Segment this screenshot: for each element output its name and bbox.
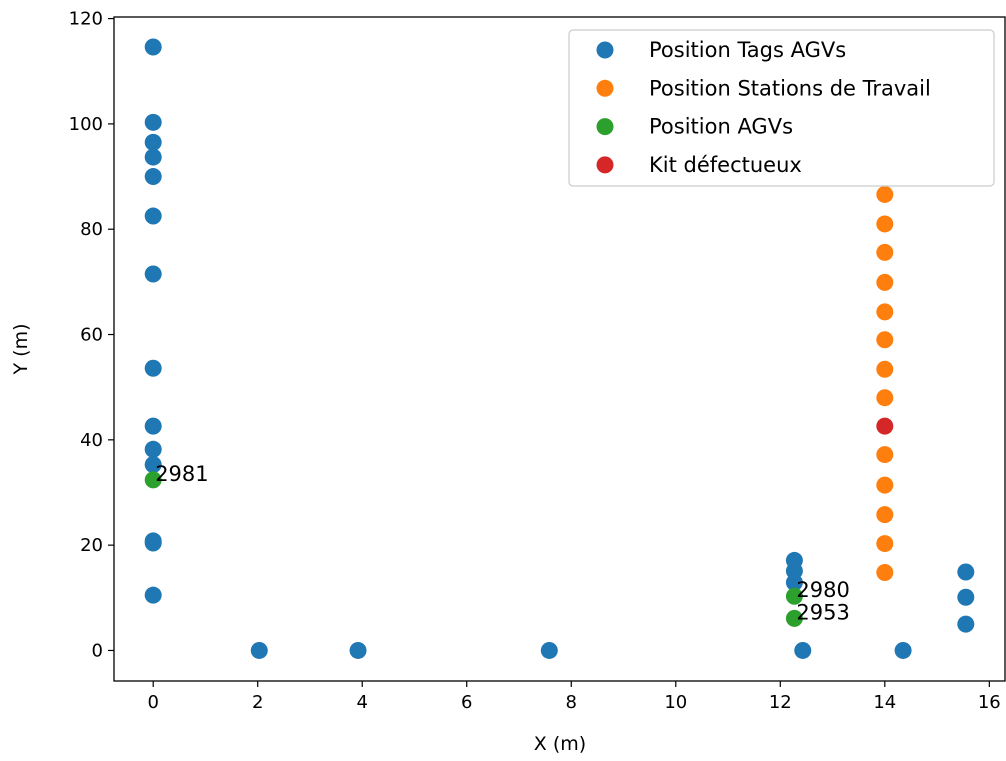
y-axis-ticks: 0 20 40 60 80 100 120 xyxy=(69,9,114,661)
x-tick-label: 8 xyxy=(566,692,577,713)
legend-label: Position AGVs xyxy=(649,115,793,139)
data-point xyxy=(144,38,162,56)
series-1 xyxy=(876,185,894,582)
data-point xyxy=(894,641,912,659)
data-point xyxy=(794,641,812,659)
data-point xyxy=(144,113,162,131)
y-tick-label: 40 xyxy=(80,430,103,451)
data-point xyxy=(144,440,162,458)
data-point xyxy=(144,133,162,151)
data-point xyxy=(876,303,894,321)
x-tick-label: 10 xyxy=(664,692,687,713)
axes-frame xyxy=(113,16,1006,682)
series-2 xyxy=(144,471,803,627)
y-tick-label: 80 xyxy=(80,219,103,240)
y-tick-label: 60 xyxy=(80,325,103,346)
x-tick-label: 12 xyxy=(769,692,792,713)
data-point xyxy=(144,456,162,474)
x-tick-label: 2 xyxy=(252,692,263,713)
point-annotation: 2981 xyxy=(155,462,208,486)
data-point xyxy=(876,535,894,553)
legend-marker xyxy=(596,41,614,59)
data-point xyxy=(957,563,975,581)
data-point xyxy=(144,148,162,166)
data-point xyxy=(785,609,803,627)
x-axis-label: X (m) xyxy=(534,733,586,755)
data-point xyxy=(876,243,894,261)
data-point xyxy=(540,641,558,659)
data-point xyxy=(876,215,894,233)
y-tick-label: 0 xyxy=(92,640,103,661)
data-point xyxy=(144,417,162,435)
data-point xyxy=(876,446,894,464)
data-point xyxy=(876,476,894,494)
legend-marker xyxy=(596,79,614,97)
y-axis-label: Y (m) xyxy=(10,324,32,376)
data-point xyxy=(876,564,894,582)
x-tick-label: 6 xyxy=(461,692,472,713)
y-tick-label: 120 xyxy=(69,9,103,30)
data-point xyxy=(144,471,162,489)
x-tick-label: 16 xyxy=(978,692,1001,713)
data-point xyxy=(876,506,894,524)
legend-marker xyxy=(596,156,614,174)
data-point xyxy=(144,207,162,225)
series-0 xyxy=(144,38,975,659)
legend-label: Kit défectueux xyxy=(649,153,802,177)
series-3 xyxy=(876,417,894,435)
x-axis-ticks: 0 2 4 6 8 10 12 14 16 xyxy=(147,681,1001,713)
point-annotation: 2953 xyxy=(796,600,849,624)
x-tick-label: 14 xyxy=(873,692,896,713)
data-point xyxy=(876,389,894,407)
data-point xyxy=(144,534,162,552)
data-point xyxy=(785,587,803,605)
data-point xyxy=(144,265,162,283)
data-point xyxy=(876,360,894,378)
data-point xyxy=(144,586,162,604)
x-tick-label: 4 xyxy=(356,692,367,713)
data-point xyxy=(349,641,367,659)
data-point xyxy=(144,359,162,377)
data-point xyxy=(957,588,975,606)
data-point xyxy=(785,574,803,592)
data-point xyxy=(876,273,894,291)
y-tick-label: 20 xyxy=(80,535,103,556)
data-point xyxy=(876,331,894,349)
legend: Position Tags AGVs Position Stations de T… xyxy=(568,29,995,187)
legend-marker xyxy=(596,118,614,136)
data-point xyxy=(144,168,162,186)
data-point xyxy=(957,615,975,633)
legend-box xyxy=(568,29,995,187)
data-point xyxy=(876,185,894,203)
data-point xyxy=(876,417,894,435)
legend-label: Position Tags AGVs xyxy=(649,38,846,62)
x-tick-label: 0 xyxy=(147,692,158,713)
y-tick-label: 100 xyxy=(69,114,103,135)
legend-label: Position Stations de Travail xyxy=(649,76,931,100)
data-point xyxy=(250,641,268,659)
point-annotation: 2980 xyxy=(796,578,849,602)
